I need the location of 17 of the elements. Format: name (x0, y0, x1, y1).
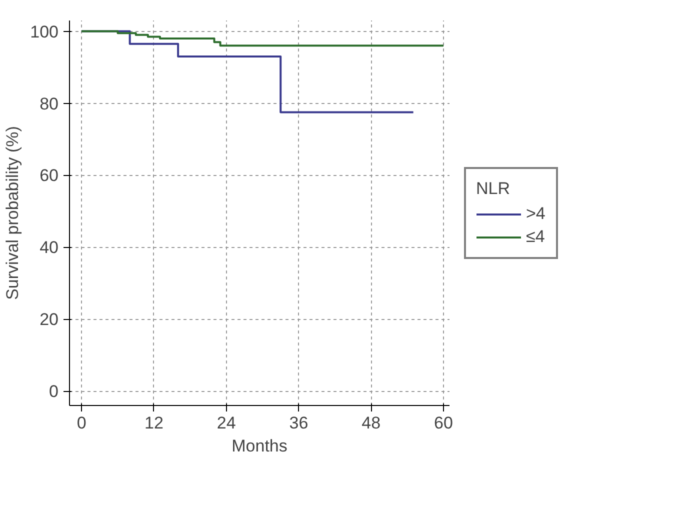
x-tick-label: 12 (144, 414, 164, 432)
x-tick-label: 24 (216, 414, 236, 432)
y-tick-label: 40 (40, 238, 59, 258)
y-tick-label: 20 (40, 310, 59, 330)
legend-title: NLR (476, 178, 512, 198)
y-axis-title: Survival probability (%) (3, 126, 22, 300)
y-tick-label: 100 (30, 22, 59, 42)
x-tick-label: 60 (434, 414, 453, 432)
legend-label: >4 (526, 204, 546, 224)
x-axis-title: Months (232, 436, 288, 456)
x-tick-label: 48 (362, 414, 381, 432)
y-tick-label: 0 (49, 382, 59, 402)
y-tick-label: 80 (40, 94, 59, 114)
legend-label: ≤4 (526, 226, 546, 246)
x-tick-label: 36 (289, 414, 308, 432)
x-tick-label: 0 (76, 414, 86, 432)
y-tick-label: 60 (40, 166, 59, 186)
